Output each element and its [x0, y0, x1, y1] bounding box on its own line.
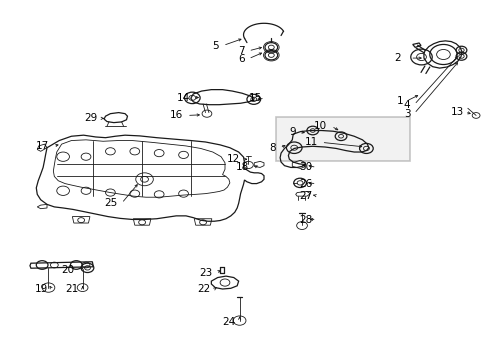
Text: 4: 4 — [403, 100, 409, 110]
Text: 29: 29 — [84, 113, 97, 123]
Text: 6: 6 — [237, 54, 244, 64]
Text: 8: 8 — [269, 143, 276, 153]
Text: 22: 22 — [197, 284, 210, 294]
Text: 26: 26 — [299, 179, 312, 189]
Text: 27: 27 — [299, 191, 312, 201]
Text: 12: 12 — [226, 154, 239, 164]
Text: 19: 19 — [35, 284, 48, 294]
Text: 23: 23 — [199, 267, 212, 278]
Text: 21: 21 — [65, 284, 79, 294]
Text: 16: 16 — [170, 111, 183, 121]
Text: 5: 5 — [212, 41, 219, 50]
Text: 20: 20 — [61, 265, 75, 275]
Text: 24: 24 — [222, 317, 235, 327]
Text: 18: 18 — [236, 162, 249, 172]
Text: 15: 15 — [248, 93, 261, 103]
FancyBboxPatch shape — [276, 117, 409, 161]
Text: 10: 10 — [314, 121, 327, 131]
Text: 2: 2 — [393, 53, 400, 63]
Text: 30: 30 — [299, 162, 312, 172]
Text: 9: 9 — [288, 127, 295, 136]
Text: 7: 7 — [237, 46, 244, 56]
Text: 3: 3 — [403, 109, 409, 119]
Text: 28: 28 — [299, 215, 312, 225]
Text: 25: 25 — [104, 198, 118, 208]
Text: 13: 13 — [450, 107, 463, 117]
Text: 1: 1 — [396, 96, 402, 106]
Text: 14: 14 — [176, 93, 189, 103]
Text: 17: 17 — [36, 141, 49, 151]
Text: 11: 11 — [304, 138, 317, 147]
